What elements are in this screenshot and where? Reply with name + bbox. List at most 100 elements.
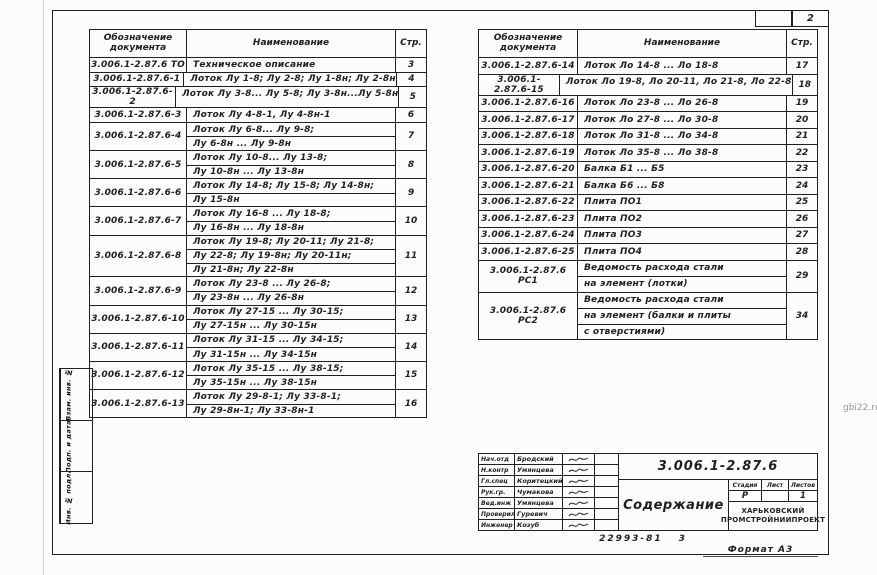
signature-mark [563,465,595,475]
signature-mark [563,476,595,486]
name-line: Лоток Лу 23-8 ... Лу 26-8; [193,279,331,290]
signer-name: Козуб [515,520,563,530]
contents-table-right: Обозначение документа Наименование Стр. … [478,29,818,340]
designation-cell: 3.006.1-2.87.6-14 [479,58,578,74]
signature-mark [563,509,595,519]
name-line: Плита ПО1 [584,197,643,208]
name-line: Лоток Лу 16-8 ... Лу 18-8; [193,209,331,220]
signer-role: Н.контр [479,465,515,475]
table-row: 3.006.1-2.87.6-17 Лоток Ло 27-8 ... Ло 30… [479,112,817,129]
stamp-strip-label: Инв. № подл. [60,471,76,525]
name-line: Плита ПО3 [584,230,643,241]
name-line: Лоток Ло 23-8 ... Ло 26-8 [584,98,719,109]
page-cell: 27 [786,227,817,243]
signature-date [595,509,618,519]
name-line: Лоток Лу 35-15 ... Лу 38-15; [193,363,344,374]
designation-cell: 3.006.1-2.87.6 ТО [90,58,187,72]
signature-mark [563,487,595,497]
designation-cell: 3.006.1-2.87.6-22 [479,194,578,210]
table-row: 3.006.1-2.87.6-14 Лоток Ло 14-8 ... Ло 18… [479,58,817,75]
document-number: 3.006.1-2.87.6 [619,454,817,480]
name-cell: Плита ПО4 [578,244,786,260]
table-row: 3.006.1-2.87.6-9 Лоток Лу 23-8 ... Лу 26-… [90,277,426,306]
signer-name: Коритецкий [517,476,563,486]
page-cell: 26 [786,211,817,227]
scan-edge-artifact [43,0,44,575]
table-row: 3.006.1-2.87.6-18 Лоток Ло 31-8 ... Ло 34… [479,128,817,145]
stamp-strip-label: Взам. инв. № [60,368,76,421]
name-line: Лоток Ло 19-8, Ло 20-11, Ло 21-8, Ло 22-… [565,77,792,88]
table-header: Обозначение документа Наименование Стр. [90,30,426,58]
site-watermark: gbi22.ru [843,403,877,413]
table-row: 3.006.1-2.87.6-24 Плита ПО3 27 [479,227,817,244]
name-line: Лу 6-8н ... Лу 9-8н [187,136,395,150]
signature-date [595,498,618,508]
table-row: 3.006.1-2.87.6 РС2 Ведомость расхода стал… [479,292,817,340]
page-cell: 15 [395,361,426,390]
name-cell: Ведомость расхода стали на элемент (балки… [578,293,786,340]
name-line: Техническое описание [193,59,316,70]
order-code-line: 22993-81 3 [558,534,728,544]
organization-name: ХАРЬКОВСКИЙ ПРОМСТРОЙНИИПРОЕКТ [720,507,826,524]
name-line: Лу 31-15н ... Лу 34-15н [187,347,395,361]
page-cell: 10 [395,207,426,235]
signature-mark [563,454,595,464]
page-cell: 3 [395,58,426,72]
designation-cell: 3.006.1-2.87.6-12 [90,361,187,390]
signature-mark [563,498,595,508]
signature-grid: Нач.отд Бродский Н.контр Умянцева Гл.спец Кор… [479,454,618,530]
designation-cell: 3.006.1-2.87.6-17 [479,112,578,128]
page-cell: 23 [786,161,817,177]
stage-header-row: Стадия Лист Листов [729,480,817,491]
table-row: 3.006.1-2.87.6-3 Лоток Лу 4-8-1, Лу 4-8н-… [90,108,426,123]
name-line: Лу 21-8н; Лу 22-8н [187,262,395,277]
name-cell: Лоток Лу 4-8-1, Лу 4-8н-1 [187,108,395,122]
table-row: 3.006.1-2.87.6-2 Лоток Лу 3-8... Лу 5-8; … [90,87,426,109]
name-line: Лоток Ло 27-8 ... Ло 30-8 [584,114,719,125]
table-row: 3.006.1-2.87.6-22 Плита ПО1 25 [479,194,817,211]
table-row: 3.006.1-2.87.6-5 Лоток Лу 10-8... Лу 13-8… [90,150,426,180]
column-header-designation: Обозначение документа [90,30,187,57]
table-row: 3.006.1-2.87.6-21 Балка Б6 ... Б8 24 [479,178,817,195]
name-line: Лоток Лу 31-15 ... Лу 34-15; [193,335,344,346]
page-cell: 17 [786,58,817,74]
name-cell: Техническое описание [187,58,395,72]
signer-name: Бродский [515,454,563,464]
signer-name: Чумакова [515,487,563,497]
signer-role: Инженер [479,520,515,530]
page-cell: 18 [791,74,817,95]
signer-name: Умянцева [515,498,563,508]
name-cell: Плита ПО3 [578,228,786,244]
name-line: Лоток Лу 14-8; Лу 15-8; Лу 14-8н; [193,180,375,191]
table-row: 3.006.1-2.87.6-19 Лоток Ло 35-8 ... Ло 38… [479,145,817,162]
table-row: 3.006.1-2.87.6-20 Балка Б1 ... Б5 23 [479,161,817,178]
signer-row: Нач.отд Бродский [479,454,618,465]
designation-cell: 3.006.1-2.87.6-18 [479,128,578,144]
stamp-strip-cell: Взам. инв. № [59,368,93,421]
table-body: 3.006.1-2.87.6 ТО Техническое описание 3 3.… [90,58,426,418]
name-line: Плита ПО4 [584,246,643,257]
table-header: Обозначение документа Наименование Стр. [479,30,817,58]
stage-header-cell: Листов [790,481,816,489]
name-cell: Балка Б1 ... Б5 [578,162,786,178]
name-cell: Плита ПО1 [578,195,786,211]
name-cell: Лоток Лу 23-8 ... Лу 26-8; Лу 23-8н ... Л… [187,277,395,304]
page-cell: 11 [395,235,426,277]
column-header-name: Наименование [252,37,330,48]
name-cell: Ведомость расхода стали на элемент (лотки… [578,261,786,292]
name-line: Лоток Лу 1-8; Лу 2-8; Лу 1-8н; Лу 2-8н [190,74,396,85]
designation-cell: 3.006.1-2.87.6-7 [90,207,187,235]
designation-cell: 3.006.1-2.87.6-11 [90,333,187,361]
signer-name: Гуревич [515,509,563,519]
signer-row: Гл.спец Коритецкий [479,476,618,487]
page-cell: 28 [786,244,817,260]
name-cell: Лоток Лу 35-15 ... Лу 38-15; Лу 35-15н ..… [187,362,395,389]
stage-value-cell [762,491,789,501]
designation-cell: 3.006.1-2.87.6-13 [90,390,187,418]
name-cell: Лоток Ло 23-8 ... Ло 26-8 [578,96,786,112]
name-line: на элемент (лотки) [578,276,786,292]
signature-date [595,487,618,497]
designation-cell: 3.006.1-2.87.6-16 [479,95,578,111]
name-line: Лоток Лу 29-8-1; Лу 33-8-1; [193,391,342,402]
name-line: Лу 29-8н-1; Лу 33-8н-1 [187,403,395,418]
